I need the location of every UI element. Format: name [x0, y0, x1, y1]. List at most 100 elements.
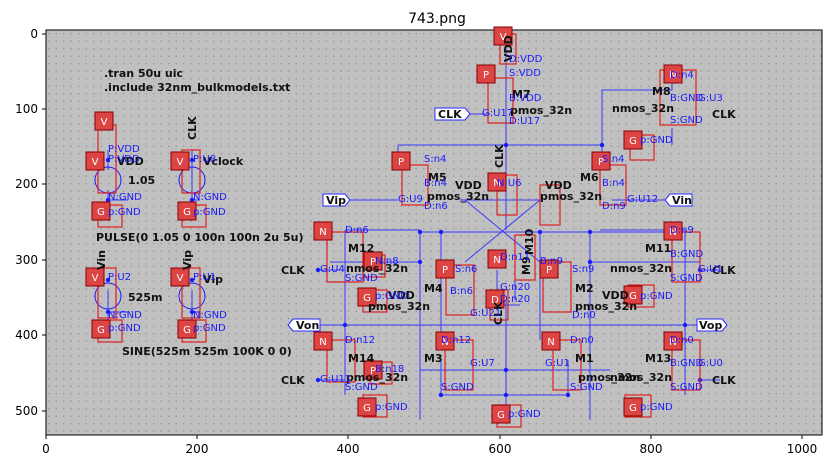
svg-text:G: G — [363, 403, 371, 414]
node-label: p:GND — [375, 291, 408, 302]
vdd-label: VDD — [388, 289, 415, 302]
directive-include: .include 32nm_bulkmodels.txt — [104, 81, 290, 94]
device-model: nmos_32n — [610, 262, 672, 275]
device-name: M4 — [424, 282, 443, 295]
device-model: pmos_32n — [510, 104, 572, 117]
ground-marker: G — [623, 130, 643, 150]
svg-text:N: N — [669, 337, 676, 348]
device-name: M6 — [580, 171, 599, 184]
pmos-marker: P — [363, 360, 383, 380]
node-label: B:VDD — [509, 93, 542, 104]
node-label: D:n12 — [345, 335, 375, 346]
vdd-marker: V — [493, 26, 513, 46]
node-label: G:U11 — [320, 374, 351, 385]
node-label: D:n11 — [500, 252, 530, 263]
clk-source-value: Vclock — [203, 155, 244, 168]
ground-marker: G — [623, 397, 643, 417]
node-label: D:U17 — [509, 116, 540, 127]
device-name: M12 — [348, 242, 374, 255]
node-label: N:n8 — [375, 256, 399, 267]
node-label: D:n12 — [441, 335, 471, 346]
node-label: D:n6 — [345, 225, 369, 236]
pin-label: N:GND — [108, 310, 142, 321]
svg-text:G: G — [183, 207, 191, 218]
node-label: S:n4 — [602, 154, 624, 165]
nmos-marker: N — [313, 221, 333, 241]
svg-text:N: N — [319, 227, 326, 238]
clk-source-marker: V — [170, 151, 190, 171]
pin-label: P:VDD — [108, 144, 140, 155]
nmos-marker: N — [487, 249, 507, 269]
node-label: D:n0 — [572, 310, 596, 321]
node-label: B:n18 — [375, 364, 404, 375]
port-vop: Vop — [699, 319, 722, 332]
svg-text:D: D — [491, 295, 499, 306]
node-label: S:GND — [670, 382, 703, 393]
node-label: p:GND — [640, 135, 673, 146]
node-label: D:n0 — [670, 335, 694, 346]
device-name: M8 — [652, 85, 671, 98]
node-label: S:GND — [345, 382, 378, 393]
device-model: nmos_32n — [612, 102, 674, 115]
pin-label: P:U2 — [108, 272, 131, 283]
node-label: D:n6 — [424, 201, 448, 212]
pmos-marker: P — [391, 151, 411, 171]
x-tick-label: 600 — [489, 442, 512, 456]
node-label: B:GND — [670, 249, 703, 260]
node-label: p:GND — [640, 291, 673, 302]
pin-label: p:GND — [193, 323, 226, 334]
vdd-label: VDD — [545, 179, 572, 192]
pin-label: P:VDD — [108, 154, 140, 165]
nmos-marker: N — [663, 331, 683, 351]
nmos-marker: N — [663, 64, 683, 84]
pmos-marker: P — [591, 151, 611, 171]
ground-marker: G — [91, 201, 111, 221]
svg-text:G: G — [183, 325, 191, 336]
svg-text:G: G — [629, 136, 637, 147]
port-von: Von — [296, 319, 319, 332]
svg-text:P: P — [598, 157, 604, 168]
clk-label: CLK — [712, 108, 736, 121]
pin-label: P:U8 — [193, 154, 216, 165]
pin-label: N:GND — [193, 310, 227, 321]
ground-marker: G — [177, 201, 197, 221]
svg-text:G: G — [629, 291, 637, 302]
vdd-source-name: VDD — [117, 155, 144, 168]
x-tick-label: 1000 — [787, 442, 818, 456]
svg-text:N: N — [493, 178, 500, 189]
node-label: B:n9 — [540, 256, 563, 267]
svg-text:P: P — [442, 265, 448, 276]
ground-marker: G — [357, 287, 377, 307]
nmos-marker: N — [313, 331, 333, 351]
vdd-source-marker: V — [85, 151, 105, 171]
node-label: S:n4 — [424, 154, 446, 165]
nmos-marker: N — [541, 331, 561, 351]
node-label: G:U3 — [698, 93, 723, 104]
node-label: G:U17 — [482, 108, 513, 119]
x-axis — [45, 435, 803, 439]
clk-label: CLK — [712, 374, 736, 387]
device-name: M14 — [348, 352, 375, 365]
device-model: pmos_32n — [578, 371, 640, 384]
y-tick-label: 400 — [15, 328, 38, 342]
node-label: G:U0 — [698, 358, 723, 369]
ground-marker: G — [357, 397, 377, 417]
x-tick-label: 200 — [186, 442, 209, 456]
y-tick-label: 500 — [15, 404, 38, 418]
svg-text:P: P — [398, 157, 404, 168]
node-label: D:n20 — [500, 294, 530, 305]
vdd-label: VDD — [455, 179, 482, 192]
node-label: G:U7 — [470, 358, 495, 369]
svg-text:N: N — [441, 337, 448, 348]
node-label: S:GND — [570, 382, 603, 393]
svg-text:N: N — [547, 337, 554, 348]
node-label: G:U12 — [627, 194, 658, 205]
vin-source-value: 525m — [128, 291, 162, 304]
device-model: nmos_32n — [346, 262, 408, 275]
svg-text:G: G — [363, 293, 371, 304]
vdd-label: VDD — [602, 289, 629, 302]
pmos-marker: P — [476, 64, 496, 84]
device-name: M3 — [424, 352, 443, 365]
node-label: B:n4 — [424, 178, 447, 189]
